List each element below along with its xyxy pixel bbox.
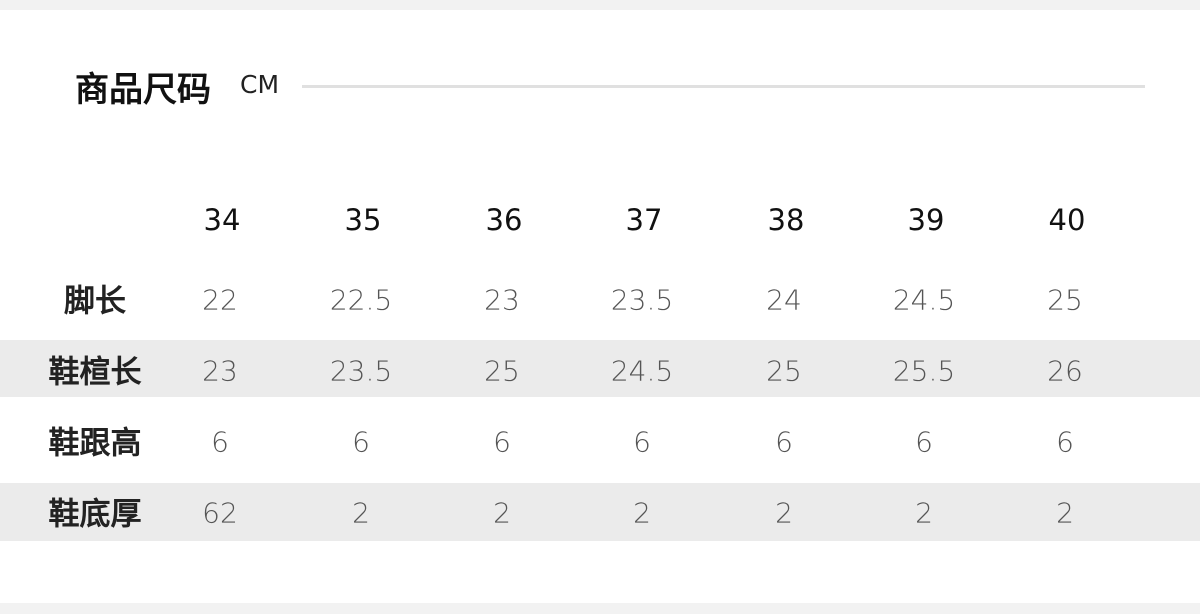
cell-value: 6 [211,425,229,459]
cell-value: 23 [202,354,238,388]
cell-value: 24.5 [610,354,674,388]
row-label: 鞋楦长 [48,354,142,391]
cell-value: 25.5 [892,354,956,388]
top-strip [0,0,1200,10]
cell-value: 2 [775,496,793,530]
column-header: 34 [203,203,241,237]
row-band [0,483,1200,541]
divider [302,85,1145,88]
cell-value: 2 [493,496,511,530]
cell-value: 2 [633,496,651,530]
cell-value: 22.5 [329,283,393,317]
column-header: 35 [344,203,382,237]
column-header: 40 [1048,203,1086,237]
cell-value: 2 [1056,496,1074,530]
row-band [0,340,1200,397]
column-header: 39 [907,203,945,237]
cell-value: 2 [915,496,933,530]
cell-value: 25 [484,354,520,388]
column-header: 37 [625,203,663,237]
column-header: 36 [485,203,523,237]
cell-value: 26 [1047,354,1083,388]
row-label: 鞋跟高 [48,425,142,462]
cell-value: 25 [766,354,802,388]
cell-value: 6 [493,425,511,459]
cell-value: 6 [1056,425,1074,459]
cell-value: 6 [915,425,933,459]
cell-value: 2 [352,496,370,530]
row-label: 脚长 [64,283,126,320]
row-label: 鞋底厚 [48,496,142,533]
cell-value: 6 [633,425,651,459]
cell-value: 25 [1047,283,1083,317]
cell-value: 23.5 [329,354,393,388]
cell-value: 22 [202,283,238,317]
bottom-strip [0,603,1200,614]
cell-value: 24.5 [892,283,956,317]
cell-value: 23.5 [610,283,674,317]
cell-value: 62 [202,496,238,530]
column-header: 38 [767,203,805,237]
unit: CM [240,70,280,99]
cell-value: 24 [766,283,802,317]
cell-value: 6 [775,425,793,459]
title: 商品尺码 [75,70,211,110]
cell-value: 6 [352,425,370,459]
cell-value: 23 [484,283,520,317]
